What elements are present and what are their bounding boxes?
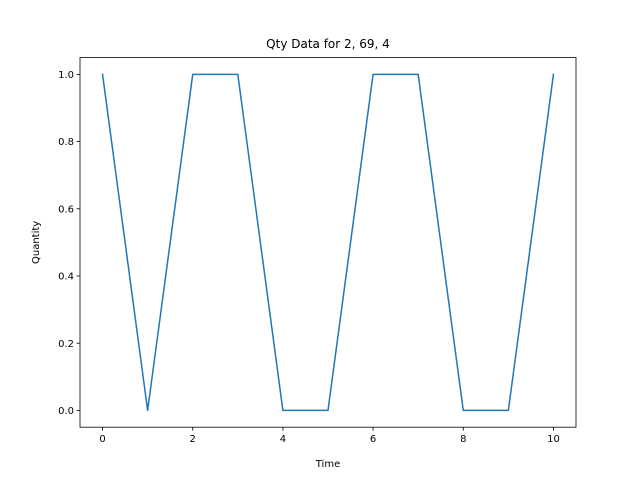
x-axis-label: Time — [315, 459, 340, 470]
y-axis-ticks: 0.0 0.2 0.4 0.6 0.8 1.0 — [58, 70, 80, 417]
x-tick-label: 6 — [370, 434, 376, 445]
plot-area: 0 2 4 6 8 10 0.0 0.2 0.4 0.6 0.8 1.0 — [58, 57, 577, 445]
y-axis-label: Quantity — [31, 221, 42, 264]
series-line-0 — [101, 73, 555, 412]
y-tick-label: 0.2 — [58, 339, 74, 350]
axes-frame — [79, 57, 577, 428]
y-tick-label: 1.0 — [58, 70, 74, 81]
y-tick-label: 0.0 — [58, 406, 74, 417]
y-tick-label: 0.8 — [58, 137, 74, 148]
y-tick-label: 0.6 — [58, 204, 74, 215]
series-layer — [101, 73, 555, 412]
x-tick-label: 10 — [547, 434, 560, 445]
y-tick-label: 0.4 — [58, 272, 74, 283]
x-tick-label: 8 — [460, 434, 466, 445]
x-tick-label: 0 — [99, 434, 105, 445]
x-tick-label: 4 — [280, 434, 286, 445]
x-tick-label: 2 — [190, 434, 196, 445]
chart-title: Qty Data for 2, 69, 4 — [266, 37, 390, 51]
x-axis-ticks: 0 2 4 6 8 10 — [99, 427, 560, 445]
